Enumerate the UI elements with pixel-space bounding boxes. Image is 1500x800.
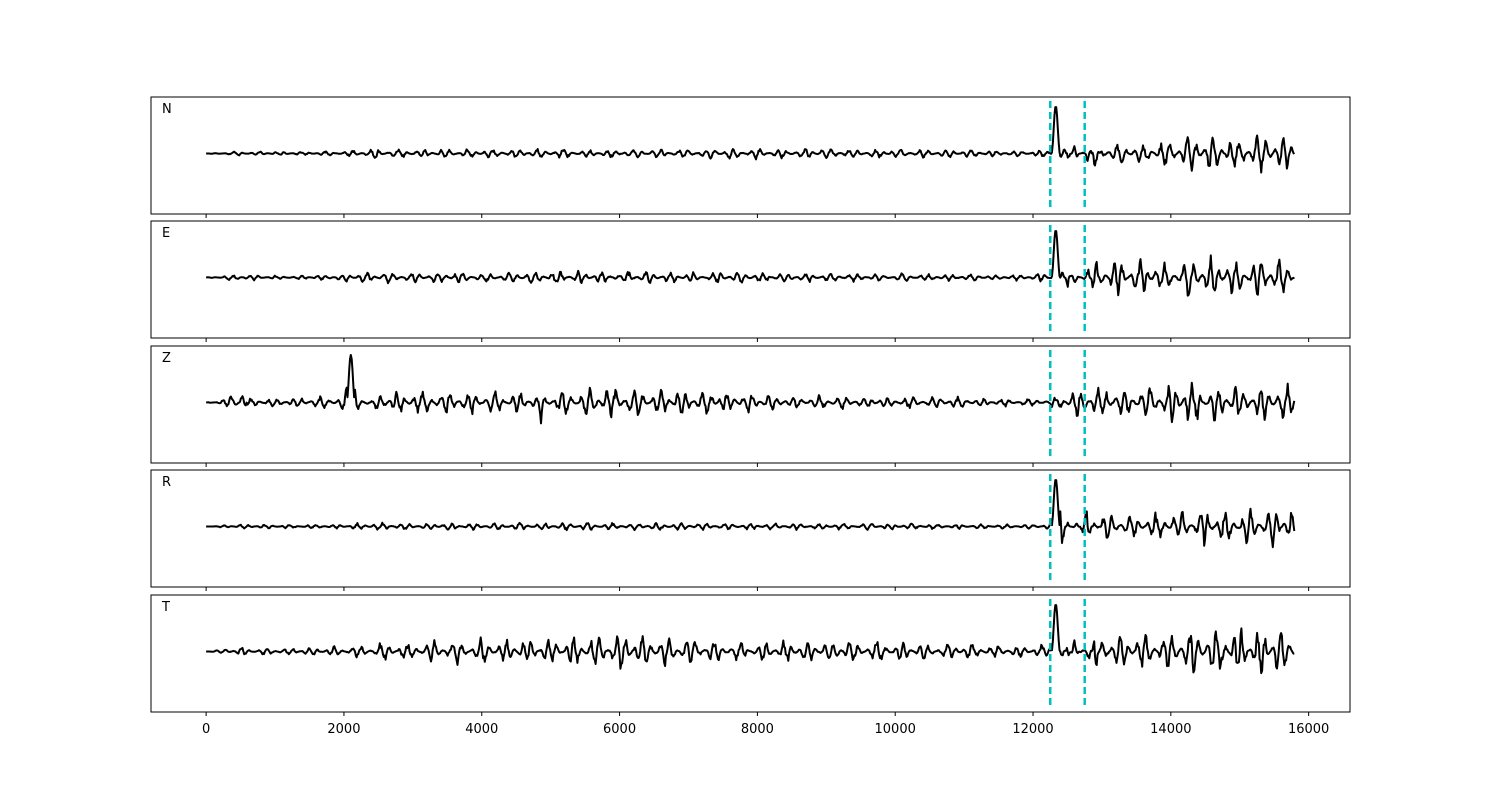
trace-panel-n: N: [150, 96, 1351, 218]
panels-layer: N E Z R T: [150, 96, 1351, 716]
panel-frame: [150, 220, 1351, 339]
x-tick-label: 12000: [1012, 722, 1053, 737]
panel-label: T: [161, 600, 170, 615]
panel-label: E: [162, 226, 170, 241]
x-tick-label: 14000: [1150, 722, 1191, 737]
panel-label: R: [162, 475, 171, 490]
x-tick-label: 10000: [875, 722, 916, 737]
waveform-line: [205, 230, 1295, 297]
waveform-line: [206, 479, 1296, 549]
trace-panel-t: T: [150, 594, 1351, 716]
x-tick-label: 2000: [327, 722, 360, 737]
trace-panel-e: E: [150, 220, 1351, 342]
x-tick-label: 4000: [465, 722, 498, 737]
x-tick-label: 6000: [603, 722, 636, 737]
panel-frame: [150, 594, 1351, 713]
trace-panel-z: Z: [150, 345, 1351, 467]
x-axis: 0 2000 4000 6000 8000 10000 12000 14000 16000: [202, 722, 1329, 737]
x-tick-label: 0: [202, 722, 210, 737]
panel-label: N: [162, 102, 172, 117]
x-tick-label: 8000: [741, 722, 774, 737]
trace-panel-r: R: [150, 469, 1351, 591]
waveform-line: [206, 106, 1296, 174]
waveform-line: [206, 604, 1295, 675]
panel-label: Z: [162, 351, 171, 366]
waveform-line: [205, 354, 1296, 425]
x-tick-label: 16000: [1288, 722, 1329, 737]
